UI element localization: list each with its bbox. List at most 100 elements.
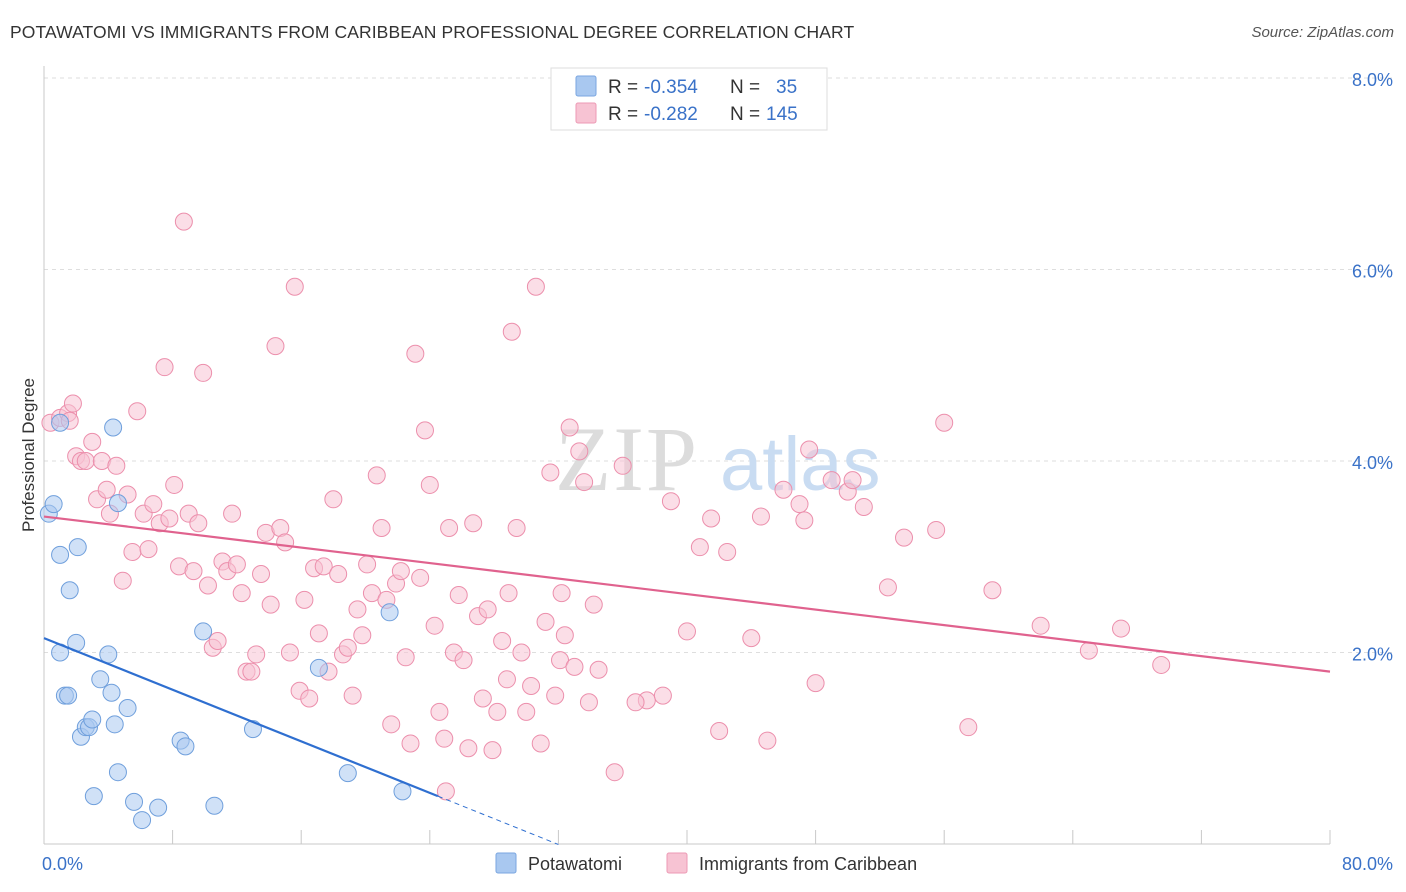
y-axis-title: Professional Degree [19,378,38,532]
point-series-1-76 [415,421,434,440]
stats-legend: R = -0.354 N = 35 R = -0.282 N = 145 [550,67,828,131]
point-series-1-11 [97,480,116,499]
data-points [39,212,1171,830]
point-series-1-7 [76,452,95,470]
point-series-1-17 [128,402,147,421]
point-series-0-1 [44,495,63,514]
point-series-0-17 [102,683,121,702]
point-series-1-89 [478,600,497,619]
point-series-1-129 [927,520,946,539]
legend-r-value-0: -0.354 [644,77,698,98]
series-legend-swatch-caribbean [666,852,688,874]
point-series-1-98 [522,677,541,696]
point-series-1-31 [198,576,217,595]
point-series-1-110 [579,693,598,712]
point-series-1-61 [343,686,362,705]
point-series-1-77 [420,475,439,494]
point-series-1-140 [552,584,571,603]
legend-swatch-caribbean [575,102,597,124]
point-series-1-147 [843,471,862,490]
point-series-0-20 [108,494,127,513]
point-series-1-102 [541,463,560,482]
point-series-1-49 [285,277,304,296]
point-series-0-7 [60,581,79,600]
point-series-1-108 [570,442,589,461]
point-series-0-21 [104,418,123,437]
tick-labels: 2.0% 4.0% 6.0% 8.0% 0.0% 80.0% [42,70,1393,874]
point-series-0-4 [51,545,70,564]
point-series-1-145 [499,584,518,603]
point-series-0-15 [91,670,110,689]
point-series-1-57 [324,490,343,509]
point-series-1-117 [702,509,721,528]
point-series-0-25 [149,798,168,817]
point-series-0-23 [125,792,144,811]
point-series-1-113 [613,456,632,475]
point-series-1-122 [790,495,809,514]
legend-n-value-1: 145 [766,104,798,125]
point-series-1-111 [584,595,603,614]
point-series-0-18 [105,715,124,734]
point-series-1-13 [107,456,126,475]
point-series-1-29 [189,514,208,533]
point-series-1-96 [512,643,531,662]
point-series-1-37 [227,555,246,574]
point-series-1-137 [710,722,729,741]
point-series-0-27 [176,737,195,756]
source-label: Source: ZipAtlas.com [1251,24,1394,41]
point-series-1-63 [353,626,372,645]
series-legend: Potawatomi Immigrants from Caribbean [495,852,917,874]
y-tick-label-2: 6.0% [1352,262,1393,282]
point-series-1-85 [459,739,478,758]
point-series-1-81 [440,519,459,538]
point-series-1-41 [247,645,266,664]
point-series-1-79 [430,702,449,721]
point-series-0-14 [84,787,103,806]
trend-line-0 [43,637,439,798]
point-series-1-90 [483,741,502,760]
legend-r-label-1: R = [608,104,638,125]
point-series-1-97 [517,702,536,721]
point-series-1-148 [795,511,814,530]
point-series-1-75 [411,568,430,587]
point-series-1-83 [449,586,468,605]
point-series-0-9 [68,538,87,557]
point-series-1-36 [223,504,242,523]
point-series-1-54 [309,624,328,643]
point-series-1-51 [295,590,314,609]
point-series-1-19 [139,540,158,559]
point-series-1-124 [822,471,841,490]
point-series-1-131 [959,718,978,737]
x-tick-label-0: 0.0% [42,854,83,874]
point-series-1-86 [464,514,483,533]
axes [43,66,1331,845]
point-series-1-115 [653,686,672,705]
point-series-0-3 [51,413,70,432]
point-series-1-67 [372,519,391,538]
point-series-1-120 [758,731,777,750]
legend-n-label-1: N = [730,104,760,125]
point-series-1-42 [252,564,271,583]
y-tick-label-3: 8.0% [1352,70,1393,90]
point-series-0-33 [380,603,399,622]
point-series-1-26 [174,212,193,231]
point-series-1-141 [605,763,624,782]
point-series-0-31 [309,658,328,677]
point-series-1-55 [314,557,333,576]
point-series-1-40 [242,662,261,681]
point-series-1-123 [806,674,825,693]
point-series-1-71 [391,562,410,581]
legend-n-value-0: 35 [776,77,797,98]
point-series-1-22 [155,358,174,377]
point-series-1-20 [144,495,163,514]
point-series-1-84 [454,651,473,670]
legend-r-label-0: R = [608,77,638,98]
point-series-0-29 [205,796,224,815]
point-series-0-22 [118,699,137,718]
point-series-1-130 [935,413,954,432]
point-series-1-30 [194,363,213,382]
point-series-1-92 [493,632,512,651]
point-series-0-19 [108,763,127,782]
point-series-1-133 [1031,616,1050,635]
